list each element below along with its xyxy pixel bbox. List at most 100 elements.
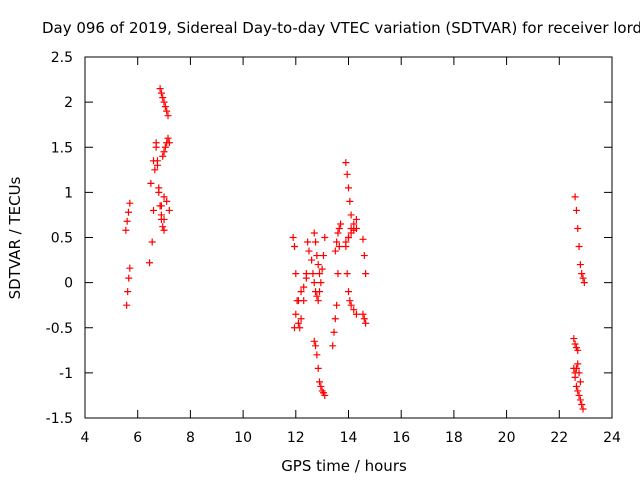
data-point-plus xyxy=(575,369,583,377)
x-tick-label: 12 xyxy=(287,430,305,446)
data-point-plus xyxy=(160,193,168,201)
data-point-plus xyxy=(160,148,168,156)
data-point-plus xyxy=(160,226,168,234)
y-tick-label: 0 xyxy=(64,276,73,292)
data-point-plus xyxy=(125,274,133,282)
data-point-plus xyxy=(574,360,582,368)
chart-title: Day 096 of 2019, Sidereal Day-to-day VTE… xyxy=(42,19,640,37)
data-point-plus xyxy=(148,238,156,246)
x-tick-label: 24 xyxy=(603,430,621,446)
data-point-plus xyxy=(578,270,586,278)
data-point-plus xyxy=(124,288,132,296)
data-point-plus xyxy=(346,197,354,205)
y-tick-label: 1 xyxy=(64,185,73,201)
data-point-plus xyxy=(579,274,587,282)
data-point-plus xyxy=(347,301,355,309)
data-point-plus xyxy=(331,315,339,323)
x-tick-label: 18 xyxy=(445,430,463,446)
data-point-plus xyxy=(575,391,583,399)
data-point-plus xyxy=(578,400,586,408)
data-point-plus xyxy=(318,265,326,273)
data-point-plus xyxy=(160,215,168,223)
data-point-plus xyxy=(335,243,343,251)
data-point-plus xyxy=(159,152,167,160)
data-point-plus xyxy=(574,387,582,395)
data-point-plus xyxy=(313,252,321,260)
data-point-plus xyxy=(313,351,321,359)
data-point-plus xyxy=(574,346,582,354)
data-point-plus xyxy=(164,134,172,142)
data-point-plus xyxy=(317,382,325,390)
data-point-plus xyxy=(580,279,588,287)
data-point-plus xyxy=(343,170,351,178)
x-tick-label: 4 xyxy=(81,430,90,446)
data-point-plus xyxy=(335,224,343,232)
data-point-plus xyxy=(331,247,339,255)
data-point-plus xyxy=(297,288,305,296)
x-tick-label: 16 xyxy=(392,430,410,446)
data-point-plus xyxy=(310,337,318,345)
data-point-plus xyxy=(300,283,308,291)
data-point-plus xyxy=(163,107,171,115)
data-point-plus xyxy=(350,306,358,314)
y-axis-label: SDTVAR / TECUs xyxy=(6,176,24,299)
data-point-plus xyxy=(350,220,358,228)
data-point-plus xyxy=(163,197,171,205)
data-point-plus xyxy=(352,310,360,318)
y-tick-label: -0.5 xyxy=(46,321,73,337)
data-point-plus xyxy=(150,157,158,165)
data-point-plus xyxy=(333,238,341,246)
data-point-plus xyxy=(308,256,316,264)
data-point-plus xyxy=(330,328,338,336)
data-point-plus xyxy=(157,89,165,97)
data-point-plus xyxy=(334,270,342,278)
data-point-plus xyxy=(316,378,324,386)
data-point-plus xyxy=(150,206,158,214)
data-point-plus xyxy=(156,85,164,93)
data-point-plus xyxy=(333,301,341,309)
data-point-plus xyxy=(352,215,360,223)
data-point-plus xyxy=(337,220,345,228)
data-point-plus xyxy=(309,270,317,278)
data-points xyxy=(122,85,588,413)
data-point-plus xyxy=(310,229,318,237)
x-tick-label: 8 xyxy=(186,430,195,446)
data-point-plus xyxy=(290,324,298,332)
data-point-plus xyxy=(360,315,368,323)
data-point-plus xyxy=(329,342,337,350)
data-point-plus xyxy=(312,238,320,246)
data-point-plus xyxy=(164,112,172,120)
x-tick-label: 10 xyxy=(234,430,252,446)
data-point-plus xyxy=(317,279,325,287)
data-point-plus xyxy=(575,243,583,251)
data-point-plus xyxy=(123,217,131,225)
data-point-plus xyxy=(314,261,322,269)
data-point-plus xyxy=(345,288,352,296)
x-axis-label: GPS time / hours xyxy=(281,457,407,475)
data-point-plus xyxy=(321,234,329,241)
y-tick-label: 2.5 xyxy=(51,50,73,66)
data-point-plus xyxy=(153,161,161,169)
data-point-plus xyxy=(294,297,302,305)
y-tick-label: 1.5 xyxy=(51,140,73,156)
data-point-plus xyxy=(362,319,370,327)
y-tick-label: -1 xyxy=(59,366,73,382)
data-point-plus xyxy=(572,206,580,214)
axis-ticks: 4 6 8 10 12 14 16 18 20 22 24 -1.5 -1 -0.5 0 0.5 1 1.5 2 2.… xyxy=(46,50,621,446)
data-point-plus xyxy=(579,405,587,413)
data-point-plus xyxy=(294,319,302,327)
data-point-plus xyxy=(146,259,154,267)
data-point-plus xyxy=(576,261,584,269)
data-point-plus xyxy=(126,264,134,272)
data-point-plus xyxy=(123,301,131,309)
data-point-plus xyxy=(302,274,310,282)
data-point-plus xyxy=(345,234,352,241)
data-point-plus xyxy=(165,139,173,147)
data-point-plus xyxy=(122,226,130,234)
x-tick-label: 6 xyxy=(133,430,142,446)
data-point-plus xyxy=(314,297,322,305)
data-point-plus xyxy=(572,382,580,390)
data-point-plus xyxy=(342,159,350,167)
data-point-plus xyxy=(305,247,313,255)
